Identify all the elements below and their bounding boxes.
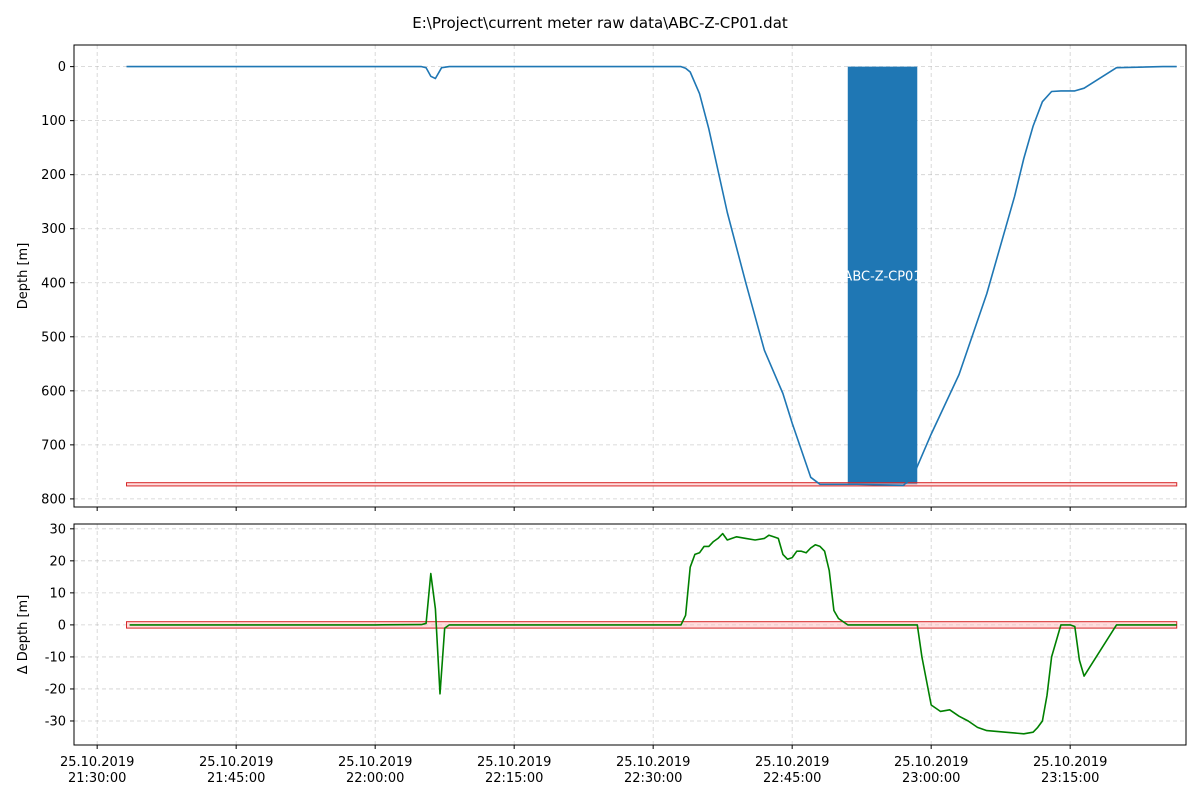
y-tick-label: 700 — [41, 438, 66, 453]
figure-title: E:\Project\current meter raw data\ABC-Z-… — [412, 14, 788, 32]
y-tick-label: 0 — [58, 60, 66, 75]
y-tick-label: 500 — [41, 330, 66, 345]
x-tick-time-label: 23:00:00 — [902, 771, 960, 786]
x-tick-date-label: 25.10.2019 — [616, 755, 690, 770]
x-tick-time-label: 22:00:00 — [346, 771, 404, 786]
y-tick-label: 200 — [41, 168, 66, 183]
x-tick-date-label: 25.10.2019 — [199, 755, 273, 770]
y-tick-label: 800 — [41, 492, 66, 507]
y-tick-label: -20 — [45, 682, 66, 697]
y-tick-label: 300 — [41, 222, 66, 237]
depth-series-line — [126, 65, 1177, 487]
x-tick-date-label: 25.10.2019 — [755, 755, 829, 770]
y-tick-label: 100 — [41, 114, 66, 129]
y-tick-label: -30 — [45, 714, 66, 729]
x-tick-time-label: 21:45:00 — [207, 771, 265, 786]
y-tick-label: 0 — [58, 618, 66, 633]
depth-x-axis — [96, 507, 1071, 511]
x-tick-time-label: 22:15:00 — [485, 771, 543, 786]
x-tick-date-label: 25.10.2019 — [1033, 755, 1107, 770]
x-tick-time-label: 22:45:00 — [763, 771, 821, 786]
y-tick-label: 20 — [49, 554, 66, 569]
depth-axes-frame — [73, 44, 1187, 508]
x-tick-date-label: 25.10.2019 — [477, 755, 551, 770]
x-tick-date-label: 25.10.2019 — [894, 755, 968, 770]
depth-y-label: Depth [m] — [16, 243, 31, 310]
delta-grid — [74, 524, 1186, 745]
tolerance-band — [126, 482, 1178, 487]
delta-y-axis: -30 -20 -10 0 10 20 30 — [45, 522, 74, 729]
depth-y-axis: 0 100 200 300 400 500 600 700 800 — [41, 60, 74, 507]
x-tick-time-label: 23:15:00 — [1041, 771, 1099, 786]
y-tick-label: -10 — [45, 650, 66, 665]
x-tick-time-label: 22:30:00 — [624, 771, 682, 786]
delta-y-label: Δ Depth [m] — [16, 595, 31, 675]
x-tick-time-label: 21:30:00 — [68, 771, 126, 786]
y-tick-label: 10 — [49, 586, 66, 601]
depth-panel: ABC-Z-CP01 0 100 200 300 400 500 600 700 800 Dep… — [16, 44, 1187, 511]
x-tick-date-label: 25.10.2019 — [338, 755, 412, 770]
delta-axes-frame — [73, 523, 1187, 746]
delta-depth-series-line — [129, 532, 1177, 735]
depth-plot-area: ABC-Z-CP01 — [126, 65, 1178, 487]
y-tick-label: 400 — [41, 276, 66, 291]
measurement-window — [847, 66, 918, 485]
y-tick-label: 600 — [41, 384, 66, 399]
depth-grid — [74, 45, 1186, 507]
y-tick-label: 30 — [49, 522, 66, 537]
window-label: ABC-Z-CP01 — [843, 269, 921, 284]
time-x-axis: 25.10.201921:30:0025.10.201921:45:0025.1… — [60, 745, 1107, 786]
delta-plot-area — [126, 532, 1178, 735]
x-tick-date-label: 25.10.2019 — [60, 755, 134, 770]
